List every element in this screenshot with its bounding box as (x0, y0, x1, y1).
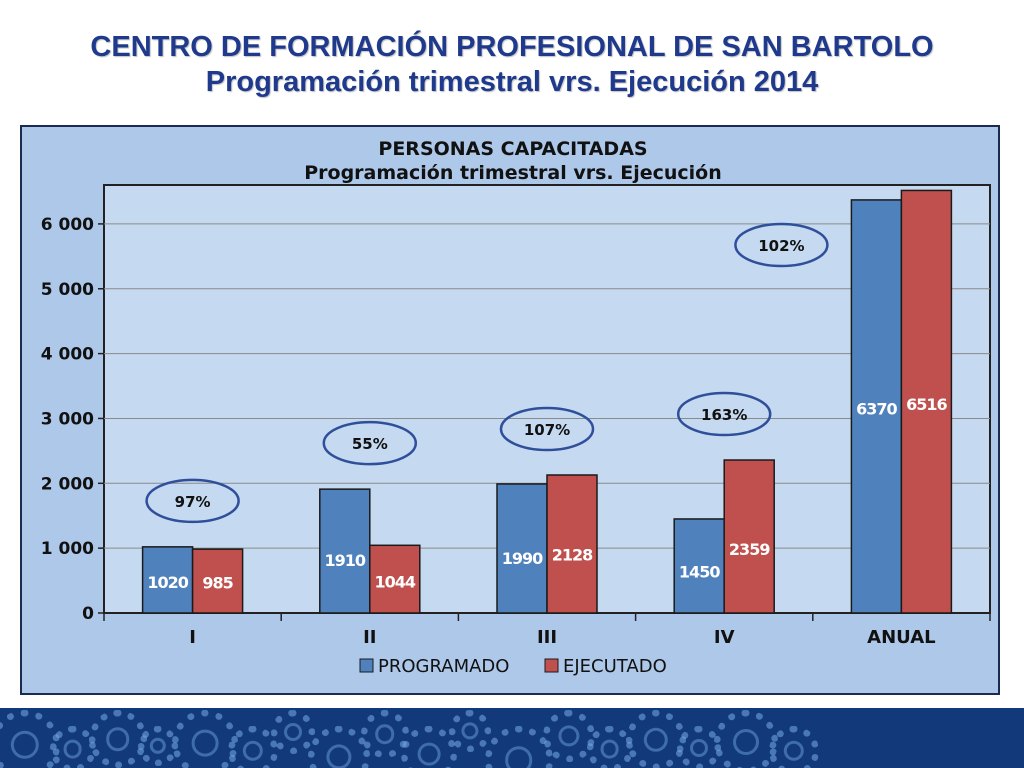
y-tick-label: 1 000 (41, 539, 94, 559)
legend-swatch (544, 658, 559, 673)
data-label: 1044 (375, 572, 416, 591)
data-label: 1910 (325, 551, 366, 570)
y-tick-label: 0 (82, 604, 94, 624)
bar-ejecutado (191, 548, 244, 614)
bar-programado (673, 518, 725, 614)
data-label: 2359 (729, 540, 770, 559)
percentage-label: 163% (701, 406, 747, 424)
y-tick-label: 6 000 (41, 215, 94, 235)
bar-ejecutado (546, 474, 598, 614)
gear-icon (270, 710, 315, 754)
data-label: 1990 (502, 549, 543, 568)
footer-gear-banner (0, 708, 1024, 768)
x-tick-label: III (537, 627, 557, 648)
y-tick-label: 5 000 (41, 280, 94, 300)
gear-icon (714, 710, 779, 768)
percentage-label: 97% (175, 493, 211, 511)
y-tick-label: 2 000 (41, 474, 94, 494)
gear-icon (768, 726, 819, 768)
bar-programado (496, 483, 548, 614)
gear-icon (228, 726, 278, 768)
x-tick-label: I (189, 627, 196, 648)
x-tick-label: II (363, 627, 376, 648)
percentage-label: 107% (524, 421, 570, 439)
data-label: 2128 (552, 546, 593, 565)
slide-title-line2: Programación trimestral vrs. Ejecución 2… (205, 66, 819, 98)
bar-programado (141, 546, 194, 614)
data-label: 6516 (906, 395, 947, 414)
gear-icon (625, 710, 686, 768)
bar-ejecutado (900, 189, 953, 614)
y-tick-label: 3 000 (41, 409, 94, 429)
legend-label: PROGRAMADO (378, 656, 509, 677)
y-tick-label: 4 000 (41, 345, 94, 365)
gear-icon (88, 710, 147, 768)
x-tick-label: IV (714, 627, 735, 648)
gear-icon (171, 710, 238, 768)
chart-title: PERSONAS CAPACITADAS (378, 138, 647, 160)
percentage-ellipse (499, 406, 595, 452)
percentage-label: 55% (352, 435, 388, 453)
bar-programado (850, 199, 903, 614)
percentage-ellipse (145, 478, 240, 524)
gear-icon (360, 710, 409, 758)
gear-icon (449, 710, 491, 752)
gear-icon (401, 726, 458, 768)
chart-subtitle: Programación trimestral vrs. Ejecución (304, 162, 722, 184)
bar-ejecutado (369, 544, 421, 614)
legend-label: EJECUTADO (563, 656, 667, 677)
chart-frame: PERSONAS CAPACITADAS Programación trimest… (20, 125, 1000, 695)
slide-title: CENTRO DE FORMACIÓN PROFESIONAL DE SAN B… (0, 30, 1024, 100)
data-label: 1020 (147, 573, 188, 592)
percentage-ellipse (676, 391, 772, 437)
percentage-ellipse (322, 420, 418, 466)
slide-title-line1: CENTRO DE FORMACIÓN PROFESIONAL DE SAN B… (90, 31, 934, 63)
data-label: 1450 (679, 562, 720, 581)
x-tick-label: ANUAL (867, 627, 935, 648)
percentage-label: 102% (758, 237, 804, 255)
legend-swatch (359, 658, 374, 673)
data-label: 6370 (856, 400, 897, 419)
bar-ejecutado (723, 459, 775, 614)
data-label: 985 (202, 574, 233, 593)
percentage-ellipse (734, 222, 829, 268)
